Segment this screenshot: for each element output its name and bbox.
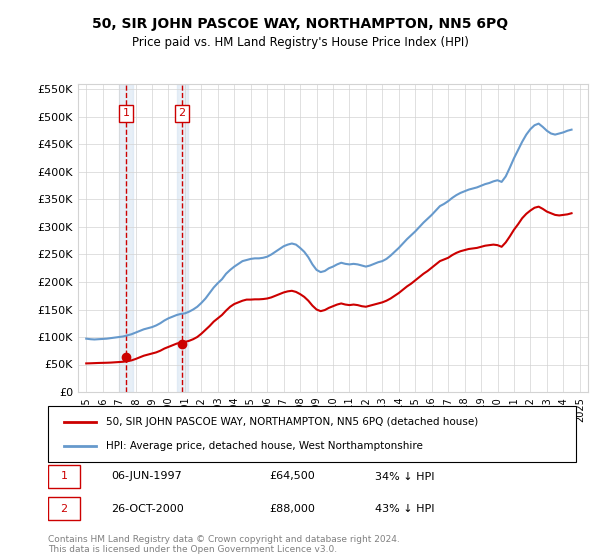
Text: £64,500: £64,500 [270,472,316,482]
Text: £88,000: £88,000 [270,503,316,514]
FancyBboxPatch shape [48,406,576,462]
Bar [119,84,133,392]
Bar [177,84,188,392]
Text: 2: 2 [60,503,67,514]
Text: 06-JUN-1997: 06-JUN-1997 [112,472,182,482]
FancyBboxPatch shape [48,497,80,520]
Text: Contains HM Land Registry data © Crown copyright and database right 2024.
This d: Contains HM Land Registry data © Crown c… [48,535,400,554]
Text: 2: 2 [178,108,185,118]
Text: 26-OCT-2000: 26-OCT-2000 [112,503,184,514]
Text: 43% ↓ HPI: 43% ↓ HPI [376,503,435,514]
Text: 50, SIR JOHN PASCOE WAY, NORTHAMPTON, NN5 6PQ: 50, SIR JOHN PASCOE WAY, NORTHAMPTON, NN… [92,17,508,31]
Text: 34% ↓ HPI: 34% ↓ HPI [376,472,435,482]
Text: 1: 1 [122,108,130,118]
Text: Price paid vs. HM Land Registry's House Price Index (HPI): Price paid vs. HM Land Registry's House … [131,36,469,49]
FancyBboxPatch shape [48,465,80,488]
Text: 50, SIR JOHN PASCOE WAY, NORTHAMPTON, NN5 6PQ (detached house): 50, SIR JOHN PASCOE WAY, NORTHAMPTON, NN… [106,417,478,427]
Text: 1: 1 [61,472,67,482]
Text: HPI: Average price, detached house, West Northamptonshire: HPI: Average price, detached house, West… [106,441,423,451]
